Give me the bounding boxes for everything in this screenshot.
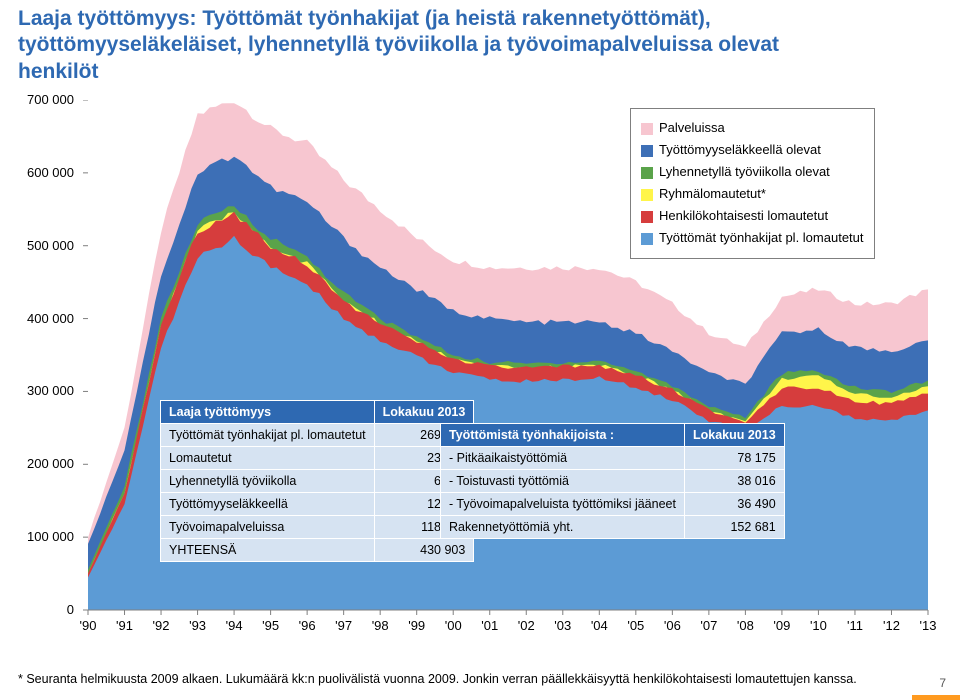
- legend-label: Palveluissa: [659, 120, 725, 135]
- legend-item: Työttömät työnhakijat pl. lomautetut: [641, 227, 864, 249]
- table-cell: 78 175: [684, 447, 784, 470]
- footnote: * Seuranta helmikuusta 2009 alkaen. Luku…: [18, 672, 857, 686]
- table-row: Lomautetut23 605: [161, 447, 474, 470]
- table-header-cell: Lokakuu 2013: [684, 424, 784, 447]
- x-axis-label: '99: [408, 618, 425, 633]
- chart-title: Laaja työttömyys: Työttömät työnhakijat …: [18, 6, 848, 85]
- table-row: Työttömät työnhakijat pl. lomautetut269 …: [161, 424, 474, 447]
- y-axis-label: 200 000: [18, 456, 74, 471]
- x-axis-label: '09: [773, 618, 790, 633]
- y-axis-label: 0: [18, 602, 74, 617]
- legend-swatch: [641, 233, 653, 245]
- table-header-cell: Työttömistä työnhakijoista :: [441, 424, 685, 447]
- table-cell: Lomautetut: [161, 447, 375, 470]
- y-axis-label: 500 000: [18, 238, 74, 253]
- table-cell: Työttömyyseläkkeellä: [161, 493, 375, 516]
- table-cell: 36 490: [684, 493, 784, 516]
- summary-table-2: Työttömistä työnhakijoista :Lokakuu 2013…: [440, 423, 785, 539]
- x-axis-label: '93: [189, 618, 206, 633]
- legend-label: Henkilökohtaisesti lomautetut: [659, 208, 828, 223]
- x-axis-label: '96: [299, 618, 316, 633]
- y-axis-label: 600 000: [18, 165, 74, 180]
- x-axis-label: '03: [554, 618, 571, 633]
- table-cell: YHTEENSÄ: [161, 539, 375, 562]
- legend-item: Henkilökohtaisesti lomautetut: [641, 205, 864, 227]
- table-row: Rakennetyöttömiä yht.152 681: [441, 516, 785, 539]
- x-axis-label: '06: [664, 618, 681, 633]
- table-cell: 430 903: [374, 539, 474, 562]
- table-header-cell: Laaja työttömyys: [161, 401, 375, 424]
- legend-label: Työttömät työnhakijat pl. lomautetut: [659, 230, 864, 245]
- y-axis-label: 700 000: [18, 92, 74, 107]
- x-axis-label: '94: [226, 618, 243, 633]
- x-axis-label: '04: [591, 618, 608, 633]
- table-cell: - Työvoimapalveluista työttömiksi jäänee…: [441, 493, 685, 516]
- table-cell: - Pitkäaikaistyöttömiä: [441, 447, 685, 470]
- legend-label: Työttömyyseläkkeellä olevat: [659, 142, 821, 157]
- x-axis-label: '05: [627, 618, 644, 633]
- legend-swatch: [641, 145, 653, 157]
- x-axis-label: '98: [372, 618, 389, 633]
- legend-swatch: [641, 167, 653, 179]
- x-axis-label: '92: [153, 618, 170, 633]
- table-cell: Työvoimapalveluissa: [161, 516, 375, 539]
- x-axis-label: '01: [481, 618, 498, 633]
- table-cell: 152 681: [684, 516, 784, 539]
- x-axis-label: '91: [116, 618, 133, 633]
- table-row: Työvoimapalveluissa118 053: [161, 516, 474, 539]
- x-axis-label: '95: [262, 618, 279, 633]
- x-axis-label: '13: [920, 618, 937, 633]
- table-cell: Työttömät työnhakijat pl. lomautetut: [161, 424, 375, 447]
- y-axis-label: 300 000: [18, 383, 74, 398]
- table-row: YHTEENSÄ430 903: [161, 539, 474, 562]
- x-axis-label: '11: [847, 618, 863, 633]
- y-axis-label: 100 000: [18, 529, 74, 544]
- legend-swatch: [641, 211, 653, 223]
- legend-item: Ryhmälomautetut*: [641, 183, 864, 205]
- legend-swatch: [641, 189, 653, 201]
- accent-bar: [912, 695, 960, 700]
- x-axis-label: '97: [335, 618, 352, 633]
- table-header-cell: Lokakuu 2013: [374, 401, 474, 424]
- table-row: - Toistuvasti työttömiä38 016: [441, 470, 785, 493]
- legend-label: Lyhennetyllä työviikolla olevat: [659, 164, 830, 179]
- table-cell: 38 016: [684, 470, 784, 493]
- legend-label: Ryhmälomautetut*: [659, 186, 766, 201]
- table-row: Lyhennetyllä työviikolla6 774: [161, 470, 474, 493]
- legend-item: Lyhennetyllä työviikolla olevat: [641, 161, 864, 183]
- table-row: - Työvoimapalveluista työttömiksi jäänee…: [441, 493, 785, 516]
- table-cell: Rakennetyöttömiä yht.: [441, 516, 685, 539]
- x-axis-label: '90: [80, 618, 97, 633]
- summary-table-1: Laaja työttömyysLokakuu 2013Työttömät ty…: [160, 400, 474, 562]
- y-axis-label: 400 000: [18, 311, 74, 326]
- table-row: Työttömyyseläkkeellä12 917: [161, 493, 474, 516]
- table-cell: Lyhennetyllä työviikolla: [161, 470, 375, 493]
- table-row: - Pitkäaikaistyöttömiä78 175: [441, 447, 785, 470]
- legend-box: Palveluissa Työttömyyseläkkeellä olevat Ly…: [630, 108, 875, 259]
- table-cell: - Toistuvasti työttömiä: [441, 470, 685, 493]
- legend-item: Palveluissa: [641, 117, 864, 139]
- x-axis-label: '08: [737, 618, 754, 633]
- x-axis-label: '00: [445, 618, 462, 633]
- legend-item: Työttömyyseläkkeellä olevat: [641, 139, 864, 161]
- x-axis-label: '02: [518, 618, 535, 633]
- legend-swatch: [641, 123, 653, 135]
- x-axis-label: '12: [883, 618, 900, 633]
- x-axis-label: '07: [700, 618, 717, 633]
- page-number: 7: [939, 676, 946, 690]
- x-axis-label: '10: [810, 618, 827, 633]
